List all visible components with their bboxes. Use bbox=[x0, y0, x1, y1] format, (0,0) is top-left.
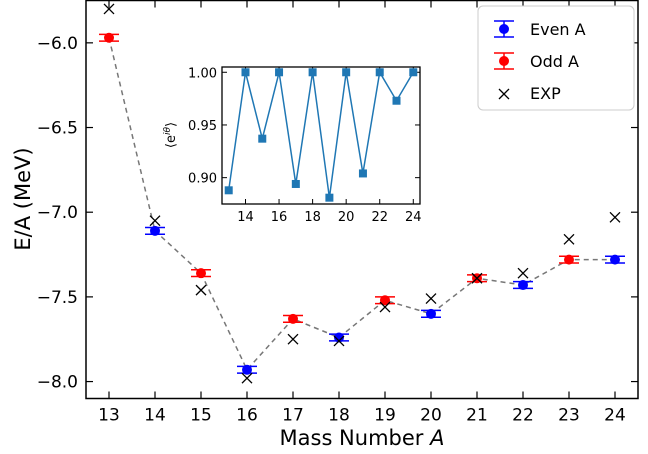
inset-y-tick-label: 0.90 bbox=[188, 172, 217, 187]
odd-a-point bbox=[375, 295, 395, 306]
x-tick-label: 15 bbox=[190, 406, 212, 426]
even-a-point bbox=[421, 308, 441, 319]
x-tick-label: 14 bbox=[144, 406, 166, 426]
legend-label-even: Even A bbox=[530, 20, 586, 39]
inset-data-marks bbox=[224, 68, 418, 202]
inset-x-tick-label: 16 bbox=[271, 210, 288, 225]
exp-point bbox=[149, 215, 161, 227]
inset-y-tick-label: 1.00 bbox=[188, 66, 217, 81]
exp-point bbox=[287, 333, 299, 345]
exp-point bbox=[609, 211, 621, 223]
inset-y-tick-label: 0.95 bbox=[188, 119, 217, 134]
exp-point bbox=[333, 335, 345, 347]
inset-point bbox=[241, 68, 250, 77]
inset-frame bbox=[221, 66, 421, 205]
x-tick-label: 21 bbox=[466, 406, 488, 426]
inset-point bbox=[392, 96, 401, 105]
exp-point bbox=[103, 3, 115, 15]
main-tick-labels: 13 14 15 16 17 18 19 20 21 22 23 24 −8.0 −7.5 −7.0 −6.5… bbox=[37, 34, 626, 426]
exp-point bbox=[517, 267, 529, 279]
inset-point bbox=[342, 68, 351, 77]
inset-point bbox=[409, 68, 418, 77]
main-connecting-line bbox=[108, 37, 615, 372]
y-tick-label: −7.5 bbox=[37, 288, 78, 308]
legend-marker-odd bbox=[494, 52, 514, 70]
legend-label-exp: EXP bbox=[530, 84, 561, 103]
even-a-point bbox=[605, 254, 625, 265]
main-data-marks bbox=[99, 3, 625, 384]
exp-point bbox=[195, 284, 207, 296]
inset-point bbox=[291, 179, 300, 188]
inset-x-tick-label: 20 bbox=[338, 210, 355, 225]
x-tick-label: 19 bbox=[374, 406, 396, 426]
legend-label-odd: Odd A bbox=[530, 52, 579, 71]
y-tick-label: −8.0 bbox=[37, 373, 78, 393]
inset-x-tick-label: 24 bbox=[405, 210, 422, 225]
inset-point bbox=[224, 186, 233, 195]
legend-marker-even bbox=[494, 20, 514, 38]
y-axis-label: E/A (MeV) bbox=[11, 147, 35, 250]
y-tick-label: −7.0 bbox=[37, 203, 78, 223]
x-tick-label: 20 bbox=[420, 406, 442, 426]
main-plot-frame bbox=[85, 0, 639, 400]
odd-a-point bbox=[559, 254, 579, 265]
inset-series-line bbox=[227, 70, 414, 198]
exp-point bbox=[379, 301, 391, 313]
exp-point bbox=[425, 293, 437, 305]
inset-x-tick-label: 14 bbox=[237, 210, 254, 225]
inset-x-tick-label: 18 bbox=[304, 210, 321, 225]
inset-point bbox=[375, 68, 384, 77]
main-ticks bbox=[86, 0, 638, 399]
legend-marker-exp bbox=[498, 88, 510, 100]
exp-point bbox=[471, 272, 483, 284]
x-tick-label: 16 bbox=[236, 406, 258, 426]
main-plot: 13 14 15 16 17 18 19 20 21 22 23 24 −8.0 −7.5 −7.0 −6.5… bbox=[11, 0, 639, 450]
inset-x-tick-label: 22 bbox=[371, 210, 388, 225]
x-tick-label: 23 bbox=[558, 406, 580, 426]
inset-point bbox=[308, 68, 317, 77]
even-a-point bbox=[237, 364, 257, 375]
x-tick-label: 22 bbox=[512, 406, 534, 426]
legend: Even A Odd A EXP bbox=[477, 5, 635, 111]
inset-plot: 14 16 18 20 22 24 0.90 0.95 1.00 ⟨eiθ⟩ bbox=[163, 66, 422, 225]
inset-tick-labels: 14 16 18 20 22 24 0.90 0.95 1.00 bbox=[188, 66, 422, 225]
y-tick-label: −6.0 bbox=[37, 34, 78, 54]
legend-box bbox=[477, 5, 635, 111]
inset-point bbox=[358, 169, 367, 178]
inset-point bbox=[275, 68, 284, 77]
y-tick-label: −6.5 bbox=[37, 119, 78, 139]
odd-a-point bbox=[283, 313, 303, 324]
exp-point bbox=[563, 233, 575, 245]
odd-a-point bbox=[191, 268, 211, 279]
x-axis-label: Mass Number A bbox=[280, 426, 445, 450]
x-tick-label: 17 bbox=[282, 406, 304, 426]
inset-point bbox=[258, 134, 267, 143]
inset-point bbox=[325, 193, 334, 202]
inset-y-axis-label: ⟨eiθ⟩ bbox=[163, 122, 179, 148]
even-a-point bbox=[145, 225, 165, 236]
odd-a-point bbox=[99, 32, 119, 43]
exp-point bbox=[241, 372, 253, 384]
x-tick-label: 18 bbox=[328, 406, 350, 426]
even-a-point bbox=[513, 280, 533, 291]
x-tick-label: 24 bbox=[604, 406, 626, 426]
x-tick-label: 13 bbox=[98, 406, 120, 426]
